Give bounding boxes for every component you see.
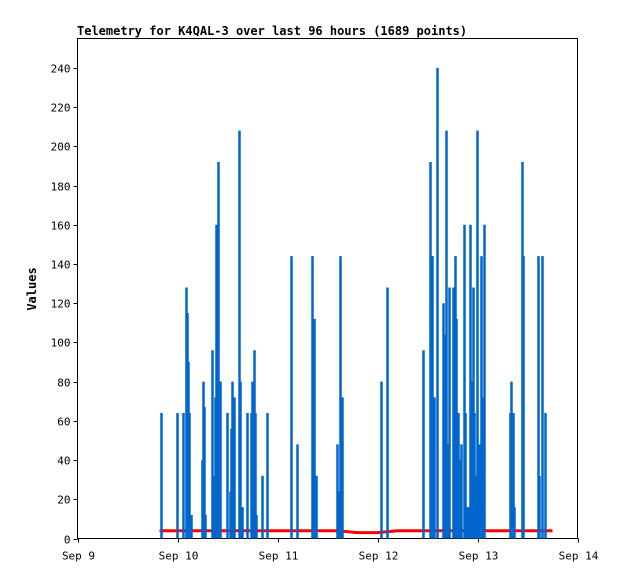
plot-frame (77, 38, 578, 539)
baseline-series (159, 529, 553, 535)
x-tick-label: Sep 12 (359, 550, 399, 563)
y-tick-label: 240 (51, 63, 71, 76)
y-tick-label: 140 (51, 259, 71, 272)
baseline-line (159, 529, 553, 535)
y-axis-ticks: 0 20 40 60 80 100 120 140 160 180 200 220 240 (51, 63, 78, 547)
x-tick-label: Sep 9 (62, 550, 95, 563)
y-tick-label: 200 (51, 141, 71, 154)
x-tick-label: Sep 14 (559, 550, 599, 563)
y-tick-label: 60 (57, 416, 70, 429)
y-tick-label: 40 (57, 455, 70, 468)
y-tick-label: 120 (51, 298, 71, 311)
y-tick-label: 80 (57, 377, 70, 390)
x-tick-label: Sep 11 (259, 550, 299, 563)
y-tick-label: 20 (57, 494, 70, 507)
x-tick-label: Sep 10 (159, 550, 199, 563)
spike-series (160, 67, 547, 539)
y-axis-label: Values (25, 267, 39, 310)
y-tick-label: 180 (51, 181, 71, 194)
y-tick-label: 0 (64, 534, 71, 547)
y-tick-label: 160 (51, 220, 71, 233)
y-tick-label: 100 (51, 337, 71, 350)
x-tick-label: Sep 13 (459, 550, 499, 563)
y-tick-label: 220 (51, 102, 71, 115)
chart-title: Telemetry for K4QAL-3 over last 96 hours… (77, 24, 467, 38)
x-axis-ticks: Sep 9 Sep 10 Sep 11 Sep 12 Sep 13 Sep 14 (62, 538, 599, 563)
